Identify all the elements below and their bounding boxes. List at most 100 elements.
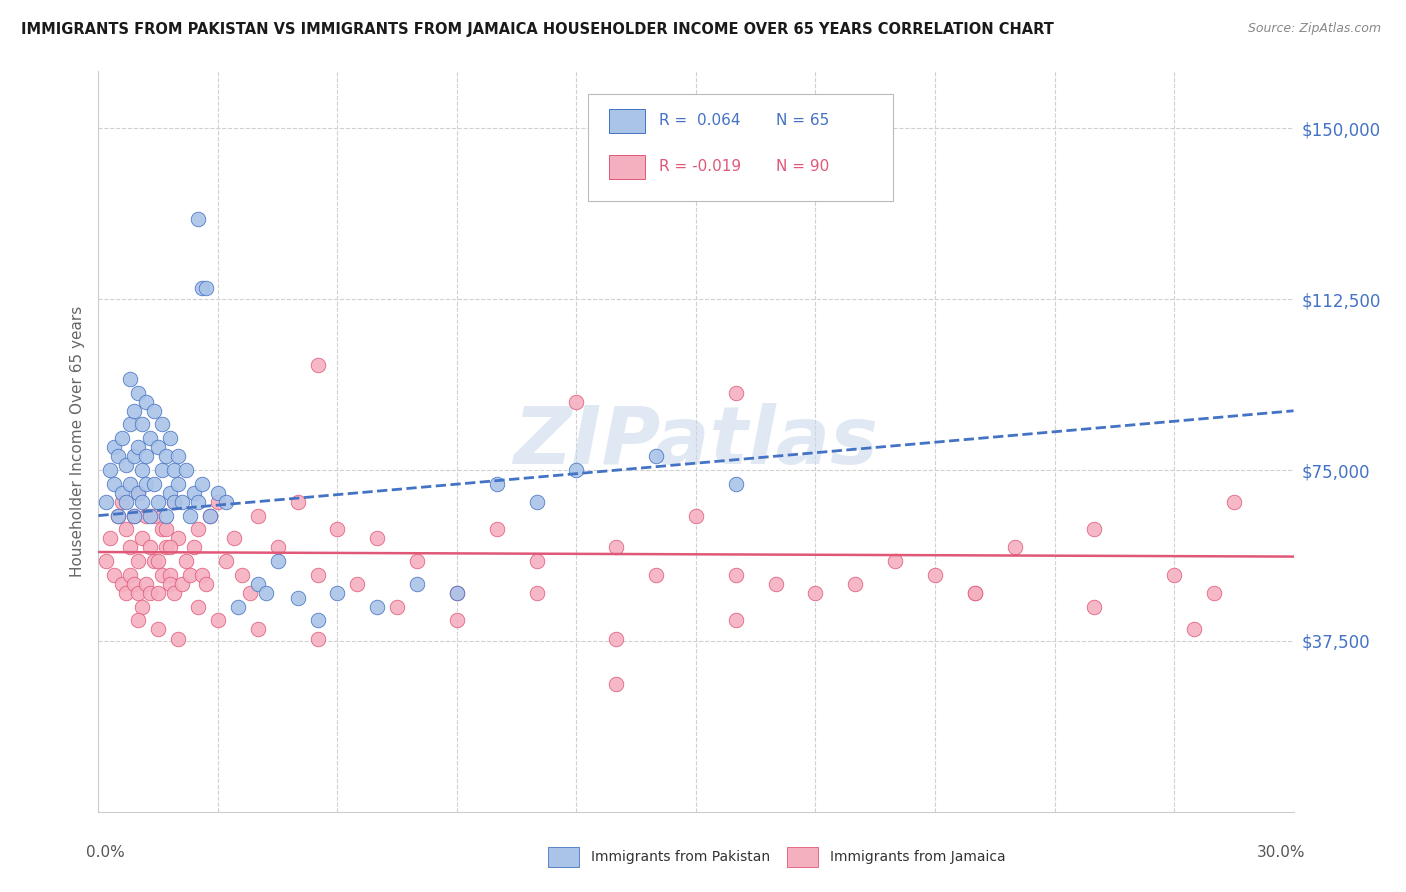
Point (366, 599, 388, 614)
Point (366, 532, 388, 546)
Point (155, 508, 177, 523)
Point (231, 567, 253, 582)
Text: N = 90: N = 90 (776, 160, 830, 174)
Point (195, 577, 218, 591)
Point (115, 458, 138, 473)
Point (155, 522, 177, 536)
Point (326, 586, 349, 600)
Point (103, 476, 125, 491)
Point (120, 567, 142, 582)
Point (191, 567, 214, 582)
Point (246, 623, 269, 637)
Text: 0.0%: 0.0% (87, 845, 125, 860)
Point (406, 554, 429, 568)
Point (174, 463, 197, 477)
Point (127, 485, 149, 500)
Point (207, 485, 229, 500)
Text: 30.0%: 30.0% (1257, 845, 1306, 860)
Point (135, 450, 157, 464)
Point (111, 495, 134, 509)
Point (148, 440, 170, 454)
Point (963, 586, 986, 600)
Point (183, 541, 205, 555)
Point (239, 586, 262, 600)
Point (143, 404, 166, 418)
Point (150, 522, 173, 536)
Point (120, 417, 142, 432)
Point (135, 476, 157, 491)
Point (765, 577, 787, 591)
Point (207, 613, 229, 627)
Point (844, 577, 866, 591)
Point (307, 567, 329, 582)
Point (1223, 495, 1246, 509)
Point (120, 476, 142, 491)
Point (127, 485, 149, 500)
Point (115, 586, 138, 600)
Point (179, 508, 201, 523)
Point (159, 541, 181, 555)
Point (187, 495, 209, 509)
Point (326, 522, 349, 536)
Point (406, 577, 429, 591)
Point (120, 541, 142, 555)
Point (183, 485, 205, 500)
Point (127, 440, 149, 454)
Y-axis label: Householder Income Over 65 years: Householder Income Over 65 years (69, 306, 84, 577)
Point (96, 495, 118, 509)
Point (724, 567, 747, 582)
Point (195, 281, 218, 295)
Point (287, 495, 309, 509)
Text: Source: ZipAtlas.com: Source: ZipAtlas.com (1247, 22, 1381, 36)
Point (307, 613, 329, 627)
Point (124, 450, 146, 464)
Point (143, 508, 166, 523)
Point (645, 567, 668, 582)
Point (167, 450, 190, 464)
Text: ZIPatlas: ZIPatlas (513, 402, 879, 481)
Point (526, 554, 548, 568)
Point (148, 586, 170, 600)
Point (198, 508, 221, 523)
Text: N = 65: N = 65 (776, 113, 830, 128)
Point (143, 476, 166, 491)
Point (924, 567, 946, 582)
Point (167, 476, 190, 491)
Point (215, 495, 238, 509)
Point (159, 431, 181, 445)
Point (526, 495, 548, 509)
Point (215, 554, 238, 568)
Point (135, 577, 157, 591)
Point (191, 281, 214, 295)
Point (124, 577, 146, 591)
Point (1163, 567, 1185, 582)
Point (605, 541, 627, 555)
Point (111, 431, 134, 445)
Point (179, 567, 201, 582)
Point (174, 554, 197, 568)
Point (287, 591, 309, 605)
Point (1083, 522, 1105, 536)
Point (143, 554, 166, 568)
Point (124, 508, 146, 523)
Point (307, 358, 329, 372)
Point (131, 417, 153, 432)
Point (226, 599, 249, 614)
Point (131, 599, 153, 614)
Point (139, 431, 162, 445)
Bar (609, 155, 644, 178)
Point (485, 476, 508, 491)
Point (446, 586, 468, 600)
FancyBboxPatch shape (589, 94, 893, 201)
Point (127, 613, 149, 627)
Point (159, 567, 181, 582)
Point (150, 463, 173, 477)
Point (187, 599, 209, 614)
Point (526, 586, 548, 600)
Point (139, 541, 162, 555)
Point (804, 586, 827, 600)
Point (346, 577, 368, 591)
Point (135, 508, 157, 523)
Point (1182, 623, 1205, 637)
Point (187, 522, 209, 536)
